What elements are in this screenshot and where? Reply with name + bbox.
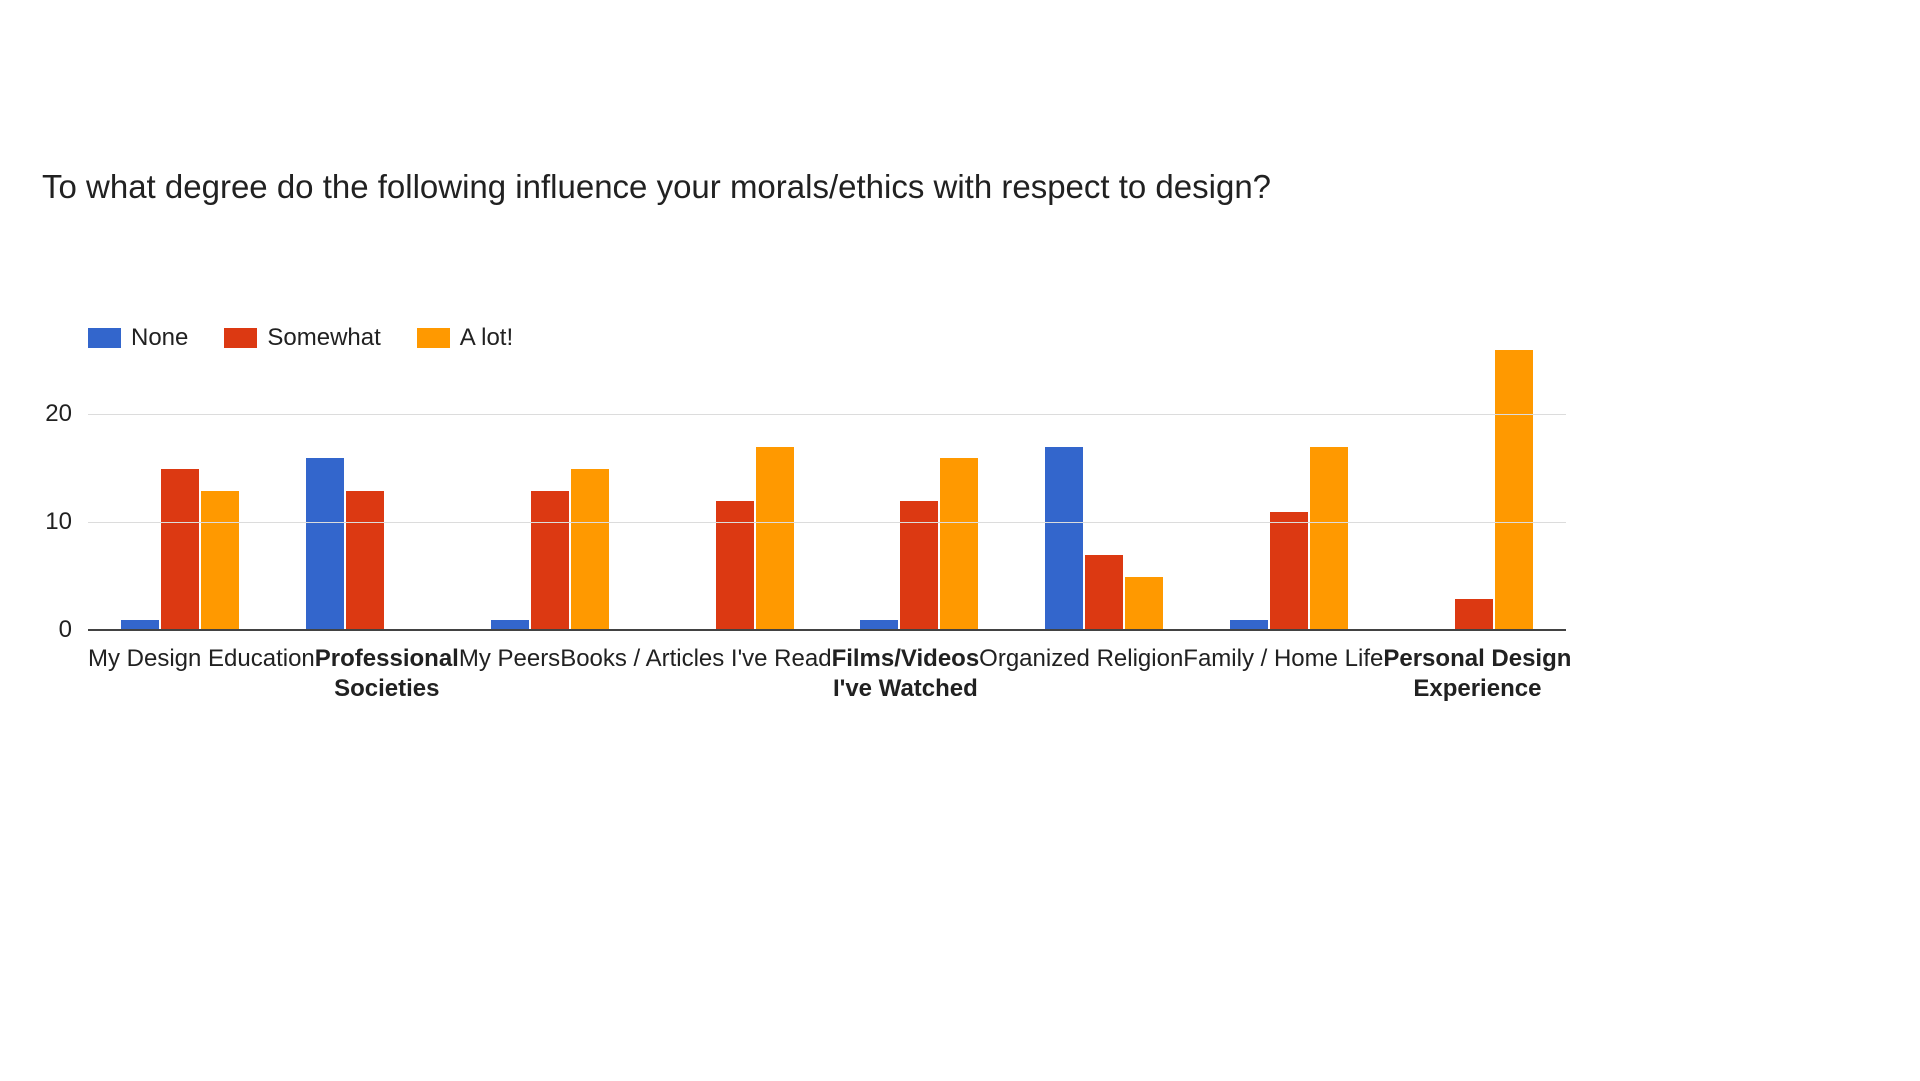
bar-group <box>642 347 827 631</box>
bar-somewhat[interactable] <box>1269 512 1308 631</box>
category-label: Family / Home Life <box>1183 645 1384 672</box>
legend-label: None <box>131 324 189 351</box>
bar-a-lot[interactable] <box>201 490 240 631</box>
bar-group <box>1381 347 1566 631</box>
category-label: Films/Videos I've Watched <box>831 645 980 702</box>
legend-swatch-icon <box>416 328 450 348</box>
y-tick-label: 10 <box>45 508 72 536</box>
bar-somewhat[interactable] <box>530 490 569 631</box>
category-label: My Peers <box>458 645 561 672</box>
bar-a-lot[interactable] <box>1309 447 1348 631</box>
legend-swatch-icon <box>88 328 121 348</box>
bar-somewhat[interactable] <box>1454 598 1493 631</box>
category-label: Personal Design Experience <box>1383 645 1572 702</box>
category-label: My Design Education <box>88 645 315 672</box>
category-label: Professional Societies <box>314 645 459 702</box>
y-axis: 0 10 20 <box>22 347 72 643</box>
y-tick-label: 20 <box>45 400 72 428</box>
legend-label: Somewhat <box>267 324 381 351</box>
bar-none[interactable] <box>860 620 899 631</box>
x-axis-baseline <box>88 629 1566 631</box>
bar-group <box>458 347 643 631</box>
bar-somewhat[interactable] <box>900 501 939 631</box>
category-label: Books / Articles I've Read <box>560 645 832 672</box>
bar-a-lot[interactable] <box>755 447 794 631</box>
legend-item: None <box>88 324 188 352</box>
bar-a-lot[interactable] <box>570 469 609 631</box>
bar-a-lot[interactable] <box>1494 350 1533 631</box>
bar-somewhat[interactable] <box>715 501 754 631</box>
category-label: Organized Religion <box>979 645 1184 672</box>
gridline <box>88 414 1566 416</box>
bar-group <box>273 347 458 631</box>
bar-none[interactable] <box>121 620 160 631</box>
y-tick-label: 0 <box>58 616 72 643</box>
bar-group <box>1197 347 1382 631</box>
bar-none[interactable] <box>490 620 529 631</box>
bar-none[interactable] <box>1045 447 1084 631</box>
bar-somewhat[interactable] <box>161 469 200 631</box>
bar-group <box>1012 347 1197 631</box>
bar-none[interactable] <box>1229 620 1268 631</box>
bar-group <box>88 347 273 631</box>
bar-somewhat[interactable] <box>346 490 385 631</box>
bar-a-lot[interactable] <box>940 458 979 631</box>
bar-a-lot[interactable] <box>1125 577 1164 631</box>
legend-item: A lot! <box>416 324 514 352</box>
legend-swatch-icon <box>224 328 258 348</box>
legend: None Somewhat A lot! <box>88 324 513 352</box>
bar-none[interactable] <box>306 458 345 631</box>
bars-row <box>88 347 1566 631</box>
category-axis: My Design Education Professional Societies… <box>88 644 1571 704</box>
bar-somewhat[interactable] <box>1085 555 1124 631</box>
bar-group <box>827 347 1012 631</box>
legend-item: Somewhat <box>224 324 381 352</box>
gridline <box>88 522 1566 524</box>
plot-area <box>88 347 1566 631</box>
legend-label: A lot! <box>459 324 514 351</box>
chart-title: To what degree do the following influenc… <box>42 168 1272 205</box>
